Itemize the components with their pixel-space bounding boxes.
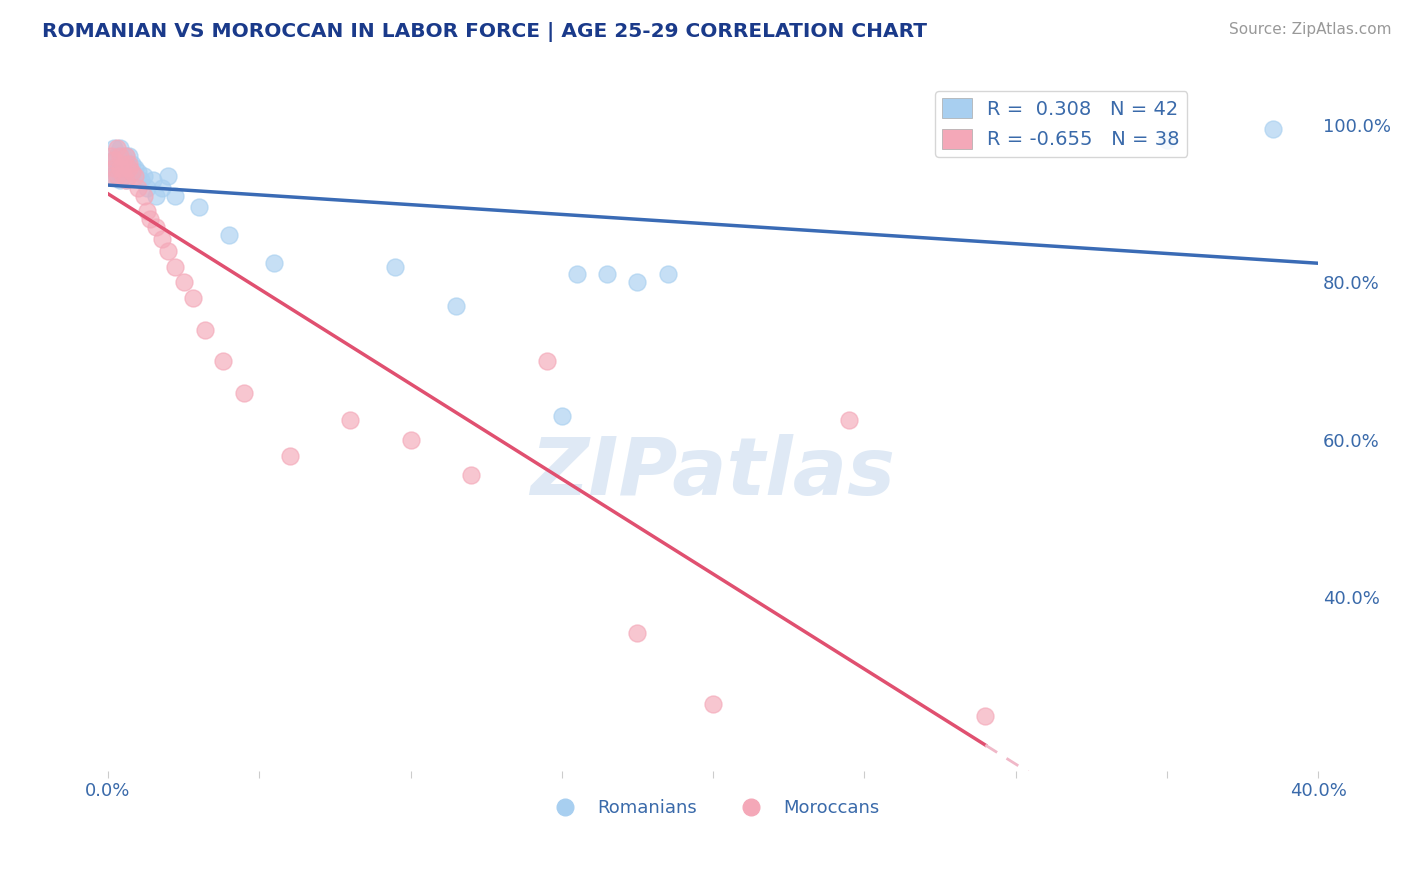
- Point: [115, 165, 138, 179]
- Point: [103, 153, 125, 168]
- Point: [124, 161, 146, 175]
- Point: [105, 169, 128, 183]
- Point: [129, 173, 152, 187]
- Point: [278, 449, 301, 463]
- Point: [108, 141, 131, 155]
- Point: [118, 149, 141, 163]
- Point: [536, 354, 558, 368]
- Point: [115, 149, 138, 163]
- Text: ZIPatlas: ZIPatlas: [530, 434, 896, 512]
- Legend: Romanians, Moroccans: Romanians, Moroccans: [540, 791, 887, 824]
- Point: [127, 180, 149, 194]
- Point: [626, 625, 648, 640]
- Point: [702, 697, 724, 711]
- Point: [134, 188, 156, 202]
- Point: [145, 220, 167, 235]
- Point: [194, 322, 217, 336]
- Point: [112, 157, 135, 171]
- Point: [142, 173, 165, 187]
- Point: [233, 385, 256, 400]
- Point: [112, 169, 135, 183]
- Point: [136, 204, 159, 219]
- Point: [105, 161, 128, 175]
- Point: [103, 161, 125, 175]
- Point: [187, 201, 209, 215]
- Point: [263, 255, 285, 269]
- Point: [121, 157, 143, 171]
- Point: [218, 227, 240, 242]
- Point: [115, 149, 138, 163]
- Point: [108, 157, 131, 171]
- Point: [212, 354, 235, 368]
- Point: [152, 180, 174, 194]
- Point: [460, 468, 482, 483]
- Point: [1261, 121, 1284, 136]
- Point: [100, 161, 122, 175]
- Point: [157, 244, 180, 258]
- Point: [115, 173, 138, 187]
- Point: [127, 165, 149, 179]
- Point: [105, 141, 128, 155]
- Text: Source: ZipAtlas.com: Source: ZipAtlas.com: [1229, 22, 1392, 37]
- Point: [112, 165, 135, 179]
- Point: [384, 260, 406, 274]
- Point: [105, 149, 128, 163]
- Text: ROMANIAN VS MOROCCAN IN LABOR FORCE | AGE 25-29 CORRELATION CHART: ROMANIAN VS MOROCCAN IN LABOR FORCE | AG…: [42, 22, 927, 42]
- Point: [152, 232, 174, 246]
- Point: [118, 161, 141, 175]
- Point: [974, 708, 997, 723]
- Point: [100, 169, 122, 183]
- Point: [121, 165, 143, 179]
- Point: [108, 173, 131, 187]
- Point: [657, 268, 679, 282]
- Point: [173, 275, 195, 289]
- Point: [399, 433, 422, 447]
- Point: [444, 299, 467, 313]
- Point: [181, 291, 204, 305]
- Point: [105, 169, 128, 183]
- Point: [112, 149, 135, 163]
- Point: [108, 149, 131, 163]
- Point: [838, 413, 860, 427]
- Point: [103, 153, 125, 168]
- Point: [626, 275, 648, 289]
- Point: [1156, 133, 1178, 147]
- Point: [100, 169, 122, 183]
- Point: [163, 260, 186, 274]
- Point: [121, 165, 143, 179]
- Point: [118, 157, 141, 171]
- Point: [115, 173, 138, 187]
- Point: [112, 157, 135, 171]
- Point: [163, 188, 186, 202]
- Point: [124, 169, 146, 183]
- Point: [157, 169, 180, 183]
- Point: [134, 169, 156, 183]
- Point: [100, 149, 122, 163]
- Point: [596, 268, 619, 282]
- Point: [108, 161, 131, 175]
- Point: [136, 180, 159, 194]
- Point: [145, 188, 167, 202]
- Point: [339, 413, 361, 427]
- Point: [551, 409, 574, 424]
- Point: [118, 161, 141, 175]
- Point: [139, 212, 162, 227]
- Point: [565, 268, 588, 282]
- Point: [103, 141, 125, 155]
